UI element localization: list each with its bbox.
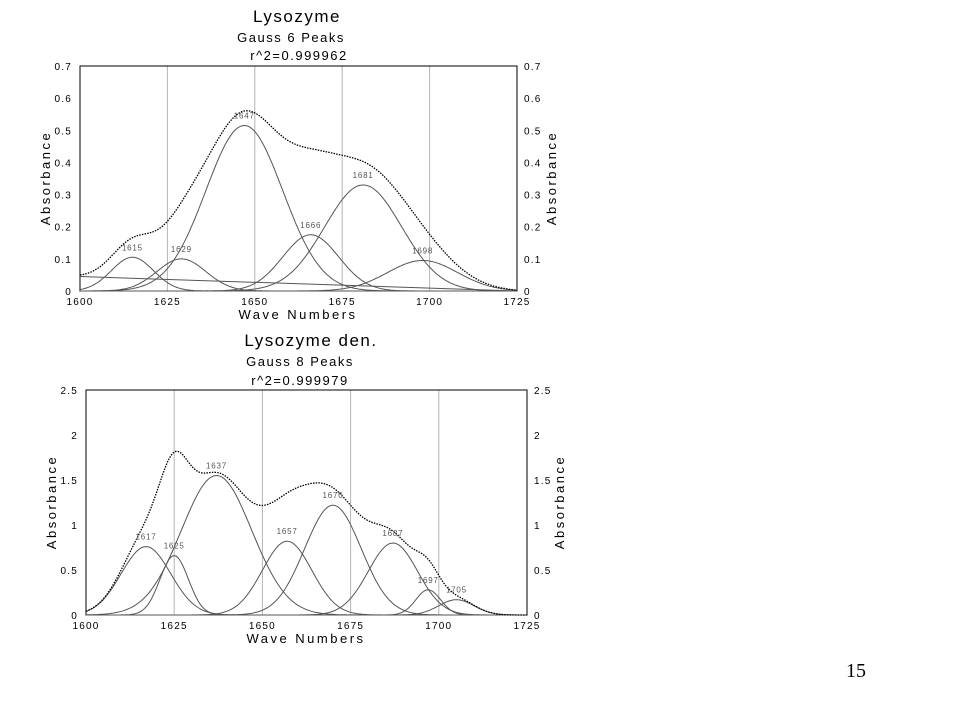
y-tick-label-right: 0.4: [524, 158, 542, 169]
y-tick-label-right: 0.2: [524, 223, 542, 234]
peak-label: 1657: [277, 527, 298, 536]
peak-label: 1705: [446, 586, 467, 595]
x-tick-label: 1650: [249, 621, 276, 632]
peak-label: 1698: [412, 246, 433, 255]
x-tick-label: 1625: [154, 297, 181, 308]
x-tick-label: 1650: [241, 297, 268, 308]
chart-title: Lysozyme: [253, 7, 341, 26]
chart-subtitle: Gauss 6 Peaks: [237, 30, 345, 45]
y-tick-label-left: 0.4: [54, 158, 72, 169]
x-axis-label: Wave Numbers: [246, 631, 365, 646]
y-tick-label-right: 0.3: [524, 191, 542, 202]
peak-curve-1681: [80, 184, 517, 292]
x-tick-label: 1600: [66, 297, 93, 308]
y-axis-label-right: Absorbance: [544, 131, 559, 225]
page-number: 15: [846, 660, 866, 682]
x-tick-label: 1600: [72, 621, 99, 632]
x-axis-label: Wave Numbers: [238, 307, 357, 322]
peak-label: 1617: [135, 533, 156, 542]
y-tick-label-left: 0.3: [54, 191, 72, 202]
y-tick-label-right: 2: [534, 431, 541, 442]
y-tick-label-right: 0: [534, 611, 541, 622]
y-tick-label-right: 1.5: [534, 476, 552, 487]
envelope-curve: [85, 450, 527, 616]
chart-fit-note: r^2=0.999979: [251, 373, 348, 388]
fit-curves: [85, 450, 527, 616]
y-tick-label-right: 0.6: [524, 94, 542, 105]
y-tick-label-right: 0.5: [534, 566, 552, 577]
y-tick-label-left: 2: [71, 431, 78, 442]
y-tick-label-left: 0.6: [54, 94, 72, 105]
peak-curve-1615: [79, 256, 517, 292]
plot-frame: [79, 65, 518, 292]
peak-label: 1647: [234, 111, 255, 120]
y-tick-label-right: 0.5: [524, 126, 542, 137]
y-axis-label-left: Absorbance: [38, 131, 53, 225]
x-tick-label: 1725: [503, 297, 530, 308]
peak-label: 1697: [418, 576, 439, 585]
peak-labels: 1617 1625 1637 1657 1670 1687 1697 1705: [135, 462, 466, 595]
fit-curves: [79, 110, 518, 292]
peak-curve-1687: [86, 542, 527, 616]
y-tick-label-left: 0: [65, 287, 72, 298]
peak-curve-1657: [86, 540, 527, 616]
y-tick-label-right: 1: [534, 521, 541, 532]
peak-label: 1681: [353, 171, 374, 180]
envelope-curve: [79, 110, 518, 291]
y-tick-label-left: 0.7: [54, 62, 72, 73]
y-tick-label-left: 0: [71, 611, 78, 622]
y-tick-label-right: 0.1: [524, 255, 542, 266]
chart-subtitle: Gauss 8 Peaks: [246, 354, 354, 369]
peak-curve-1705: [86, 599, 527, 616]
peak-label: 1615: [122, 243, 143, 252]
baseline-line: [79, 276, 518, 292]
plot-frame: [85, 389, 528, 616]
y-tick-label-left: 0.1: [54, 255, 72, 266]
y-tick-label-left: 1.5: [60, 476, 78, 487]
chart-fit-note: r^2=0.999962: [250, 48, 347, 63]
x-tick-label: 1700: [416, 297, 443, 308]
x-tick-label: 1675: [337, 621, 364, 632]
y-axis-label-left: Absorbance: [44, 455, 59, 549]
peak-curve-1647: [80, 124, 517, 292]
peak-label: 1687: [382, 529, 403, 538]
grid-lines: [166, 66, 431, 291]
y-tick-label-right: 0.7: [524, 62, 542, 73]
y-axis-label-right: Absorbance: [552, 455, 567, 549]
peak-label: 1637: [206, 462, 227, 471]
x-tick-label: 1700: [425, 621, 452, 632]
x-tick-label: 1675: [329, 297, 356, 308]
y-tick-label-left: 2.5: [60, 386, 78, 397]
chart-title: Lysozyme den.: [244, 331, 377, 350]
peak-curve-1698: [80, 260, 518, 292]
y-tick-label-right: 0: [524, 287, 531, 298]
peak-label: 1670: [322, 491, 343, 500]
y-tick-label-left: 1: [71, 521, 78, 532]
peak-curve-1617: [85, 546, 527, 616]
chart-lysozyme: Lysozyme Gauss 6 Peaks r^2=0.999962 1600…: [38, 7, 559, 322]
peak-label: 1629: [171, 245, 192, 254]
x-tick-label: 1625: [161, 621, 188, 632]
x-tick-label: 1725: [513, 621, 540, 632]
peak-label: 1625: [164, 542, 185, 551]
chart-lysozyme-den: Lysozyme den. Gauss 8 Peaks r^2=0.999979…: [44, 331, 567, 646]
peak-label: 1666: [300, 221, 321, 230]
y-tick-label-left: 0.5: [60, 566, 78, 577]
grid-lines: [173, 390, 440, 615]
peak-labels: 1615 1629 1647 1666 1681 1698: [122, 111, 433, 255]
y-tick-label-left: 0.5: [54, 126, 72, 137]
y-tick-label-left: 0.2: [54, 223, 72, 234]
y-tick-label-right: 2.5: [534, 386, 552, 397]
